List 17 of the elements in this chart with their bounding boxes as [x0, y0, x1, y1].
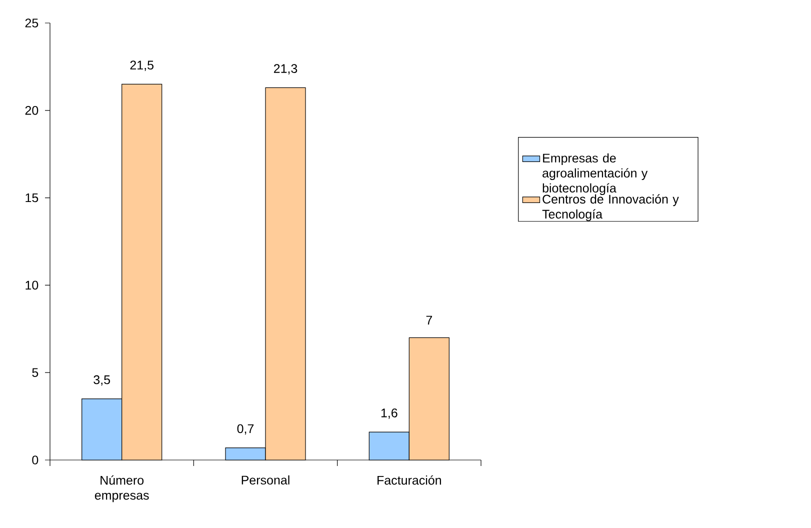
data-label: 3,5 [94, 375, 110, 386]
data-label: 21,3 [274, 64, 298, 74]
legend-label: Empresas de agroalimentación y biotecnología [542, 153, 648, 196]
y-tick-label: 25 [25, 18, 38, 28]
data-label: 1,6 [381, 408, 398, 419]
data-label: 21,5 [130, 60, 154, 71]
y-tick-label: 5 [32, 368, 38, 377]
x-tick-label: Facturación [378, 475, 441, 485]
x-tick-label: Número empresas [94, 475, 149, 502]
x-tick-label: Personal [242, 475, 290, 485]
y-tick-label: 15 [26, 193, 38, 202]
data-label: 7 [426, 316, 432, 324]
y-tick-label: 10 [26, 280, 38, 290]
y-tick-label: 20 [25, 106, 38, 115]
data-label: 0,7 [237, 424, 254, 435]
y-tick-label: 0 [32, 456, 38, 464]
legend-label: Centros de Innovación y Tecnología [542, 194, 679, 222]
